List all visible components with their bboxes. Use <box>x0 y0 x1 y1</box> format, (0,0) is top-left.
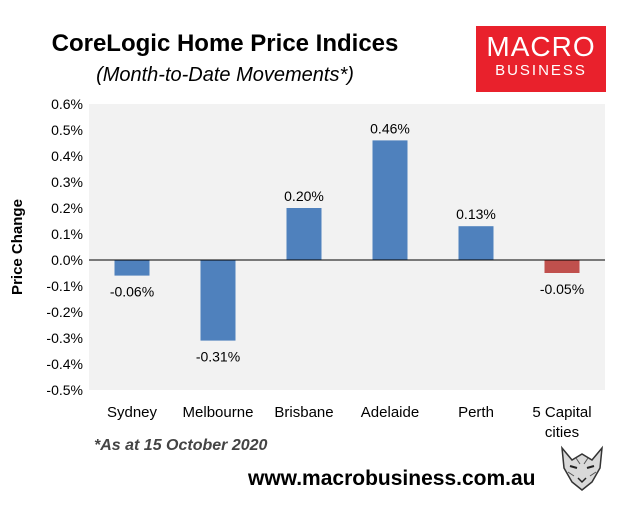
bar-brisbane <box>286 208 322 260</box>
bar-data-label: -0.06% <box>110 284 154 300</box>
website-url: www.macrobusiness.com.au <box>248 467 536 490</box>
x-tick-label: Brisbane <box>274 404 333 421</box>
y-tick-label: 0.1% <box>51 226 83 242</box>
x-tick-label: Adelaide <box>361 404 419 421</box>
macro-business-logo: MACRO BUSINESS <box>476 26 606 92</box>
x-tick-label: Melbourne <box>183 404 254 421</box>
y-axis-label: Price Change <box>9 199 26 295</box>
x-tick-label: Sydney <box>107 404 158 421</box>
bar-data-label: 0.13% <box>456 206 496 222</box>
bar-sydney <box>114 260 150 276</box>
bar-5-capital-cities <box>544 260 580 273</box>
bar-perth <box>458 226 494 260</box>
y-tick-label: 0.0% <box>51 252 83 268</box>
logo-line-2: BUSINESS <box>495 62 587 79</box>
x-tick-label: cities <box>545 424 579 440</box>
y-tick-label: 0.4% <box>51 148 83 164</box>
wolf-mascot-icon <box>556 444 608 492</box>
y-tick-label: 0.3% <box>51 174 83 190</box>
bar-melbourne <box>200 260 236 341</box>
y-tick-label: -0.4% <box>46 356 83 372</box>
x-tick-label: 5 Capital <box>532 404 591 421</box>
bar-data-label: -0.05% <box>540 281 584 297</box>
bar-data-label: 0.46% <box>370 120 410 136</box>
chart-title: CoreLogic Home Price Indices <box>51 30 399 57</box>
plot-area <box>89 104 605 390</box>
logo-line-1: MACRO <box>486 31 596 62</box>
bar-data-label: 0.20% <box>284 188 324 204</box>
y-tick-label: 0.2% <box>51 200 83 216</box>
y-tick-label: 0.5% <box>51 122 83 138</box>
y-tick-label: -0.1% <box>46 278 83 294</box>
date-note: *As at 15 October 2020 <box>94 437 268 454</box>
y-tick-label: -0.3% <box>46 330 83 346</box>
bar-chart: 0.6% 0.5% 0.4% 0.3% 0.2% 0.1% 0.0% -0.1% -0.2% -0… <box>9 96 605 440</box>
chart-subtitle: (Month-to-Date Movements*) <box>96 64 354 86</box>
x-tick-label: Perth <box>458 404 494 421</box>
bar-adelaide <box>372 140 408 260</box>
bar-data-label: -0.31% <box>196 349 240 365</box>
y-tick-label: -0.2% <box>46 304 83 320</box>
y-tick-label: -0.5% <box>46 382 83 398</box>
y-tick-label: 0.6% <box>51 96 83 112</box>
